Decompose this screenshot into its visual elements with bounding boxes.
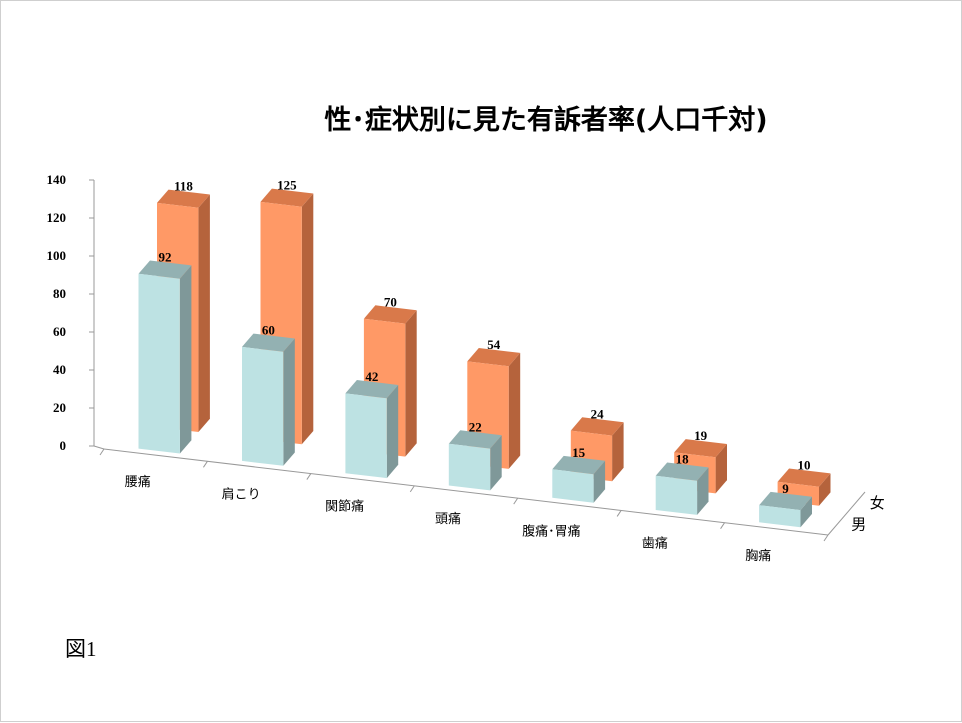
bar-side (386, 385, 399, 479)
x-tick-mark (409, 485, 415, 493)
bar-top (157, 189, 210, 208)
bar-front (552, 469, 594, 503)
bar-front (242, 346, 284, 466)
chart-bars (138, 188, 831, 528)
y-tick-label: 120 (47, 210, 67, 225)
data-label: 118 (174, 179, 193, 194)
chart-axes: 0 20 40 60 80 100 120 140 (47, 172, 866, 542)
bar-front (138, 273, 180, 454)
bar (759, 491, 812, 528)
category-label: 関節痛 (325, 499, 364, 515)
bar-top (759, 491, 812, 511)
chart-title: 性･症状別に見た有訴者率(人口千対) (324, 104, 767, 136)
x-tick-mark (720, 522, 725, 529)
floor-left-edge (93, 445, 105, 450)
x-tick-mark (306, 473, 312, 480)
bar-front (759, 505, 801, 528)
bar-side (715, 444, 727, 494)
bar-top (655, 462, 709, 481)
data-label: 70 (384, 294, 397, 309)
y-tick-label: 100 (47, 248, 67, 263)
bar-top (363, 305, 417, 324)
bar-front (345, 393, 387, 479)
bar-side (697, 467, 709, 515)
bar-side (800, 496, 812, 528)
category-label: 頭痛 (435, 511, 461, 527)
bar (345, 380, 399, 479)
data-label: 54 (487, 337, 501, 352)
data-label: 10 (798, 458, 811, 473)
series-label: 男 (851, 515, 866, 533)
data-label: 60 (262, 323, 275, 338)
x-tick-mark (203, 461, 208, 468)
bar-side (301, 193, 314, 445)
bar-top (570, 417, 624, 436)
bar-front (448, 443, 491, 491)
bar (552, 455, 606, 503)
series-label: 女 (870, 494, 885, 512)
data-label: 24 (591, 406, 605, 421)
bar-top (448, 430, 502, 449)
bar-top (552, 455, 606, 475)
bar-side (819, 473, 831, 506)
y-tick-label: 60 (53, 324, 66, 339)
data-label: 125 (277, 178, 297, 193)
bar-top (674, 439, 727, 458)
depth-axis-line (827, 491, 866, 536)
category-label: 肩こり (222, 486, 261, 502)
bar (138, 260, 192, 454)
bar (448, 430, 502, 491)
bar-top (345, 380, 399, 399)
bar-side (179, 265, 192, 454)
figure-label: 図1 (65, 637, 97, 661)
bar-side (490, 435, 502, 491)
y-tick-label: 80 (53, 286, 66, 301)
bar-side (405, 310, 417, 457)
bar-top (777, 468, 831, 487)
x-tick-mark (823, 534, 829, 542)
data-label: 18 (676, 452, 690, 467)
y-tick-label: 40 (53, 362, 66, 377)
bar-side (198, 194, 210, 432)
x-tick-mark (513, 497, 519, 505)
y-tick-label: 0 (60, 438, 67, 453)
category-label: 歯痛 (642, 536, 668, 552)
bar-front (655, 475, 698, 515)
bar-top (467, 348, 521, 367)
bar-top (260, 188, 314, 207)
y-tick-label: 20 (53, 400, 66, 415)
data-label: 42 (365, 369, 378, 384)
category-label: 胸痛 (745, 548, 771, 564)
x-tick-mark (99, 448, 105, 456)
bar-top (138, 260, 192, 279)
data-label: 9 (782, 481, 789, 496)
bar-side (612, 422, 624, 482)
bar-top (242, 333, 295, 352)
y-tick-label: 140 (47, 172, 67, 187)
category-label: 腹痛･胃痛 (522, 523, 581, 539)
x-tick-mark (616, 510, 622, 517)
data-label: 19 (694, 428, 708, 443)
category-label: 腰痛 (125, 474, 151, 490)
bar-side (593, 460, 606, 503)
bar (242, 333, 295, 466)
data-label: 22 (469, 419, 482, 434)
bar-side (508, 352, 521, 469)
data-label: 92 (158, 250, 171, 265)
data-label: 15 (572, 445, 586, 460)
x-axis-line (103, 448, 829, 536)
bar (655, 462, 709, 515)
bar-side (283, 338, 295, 466)
